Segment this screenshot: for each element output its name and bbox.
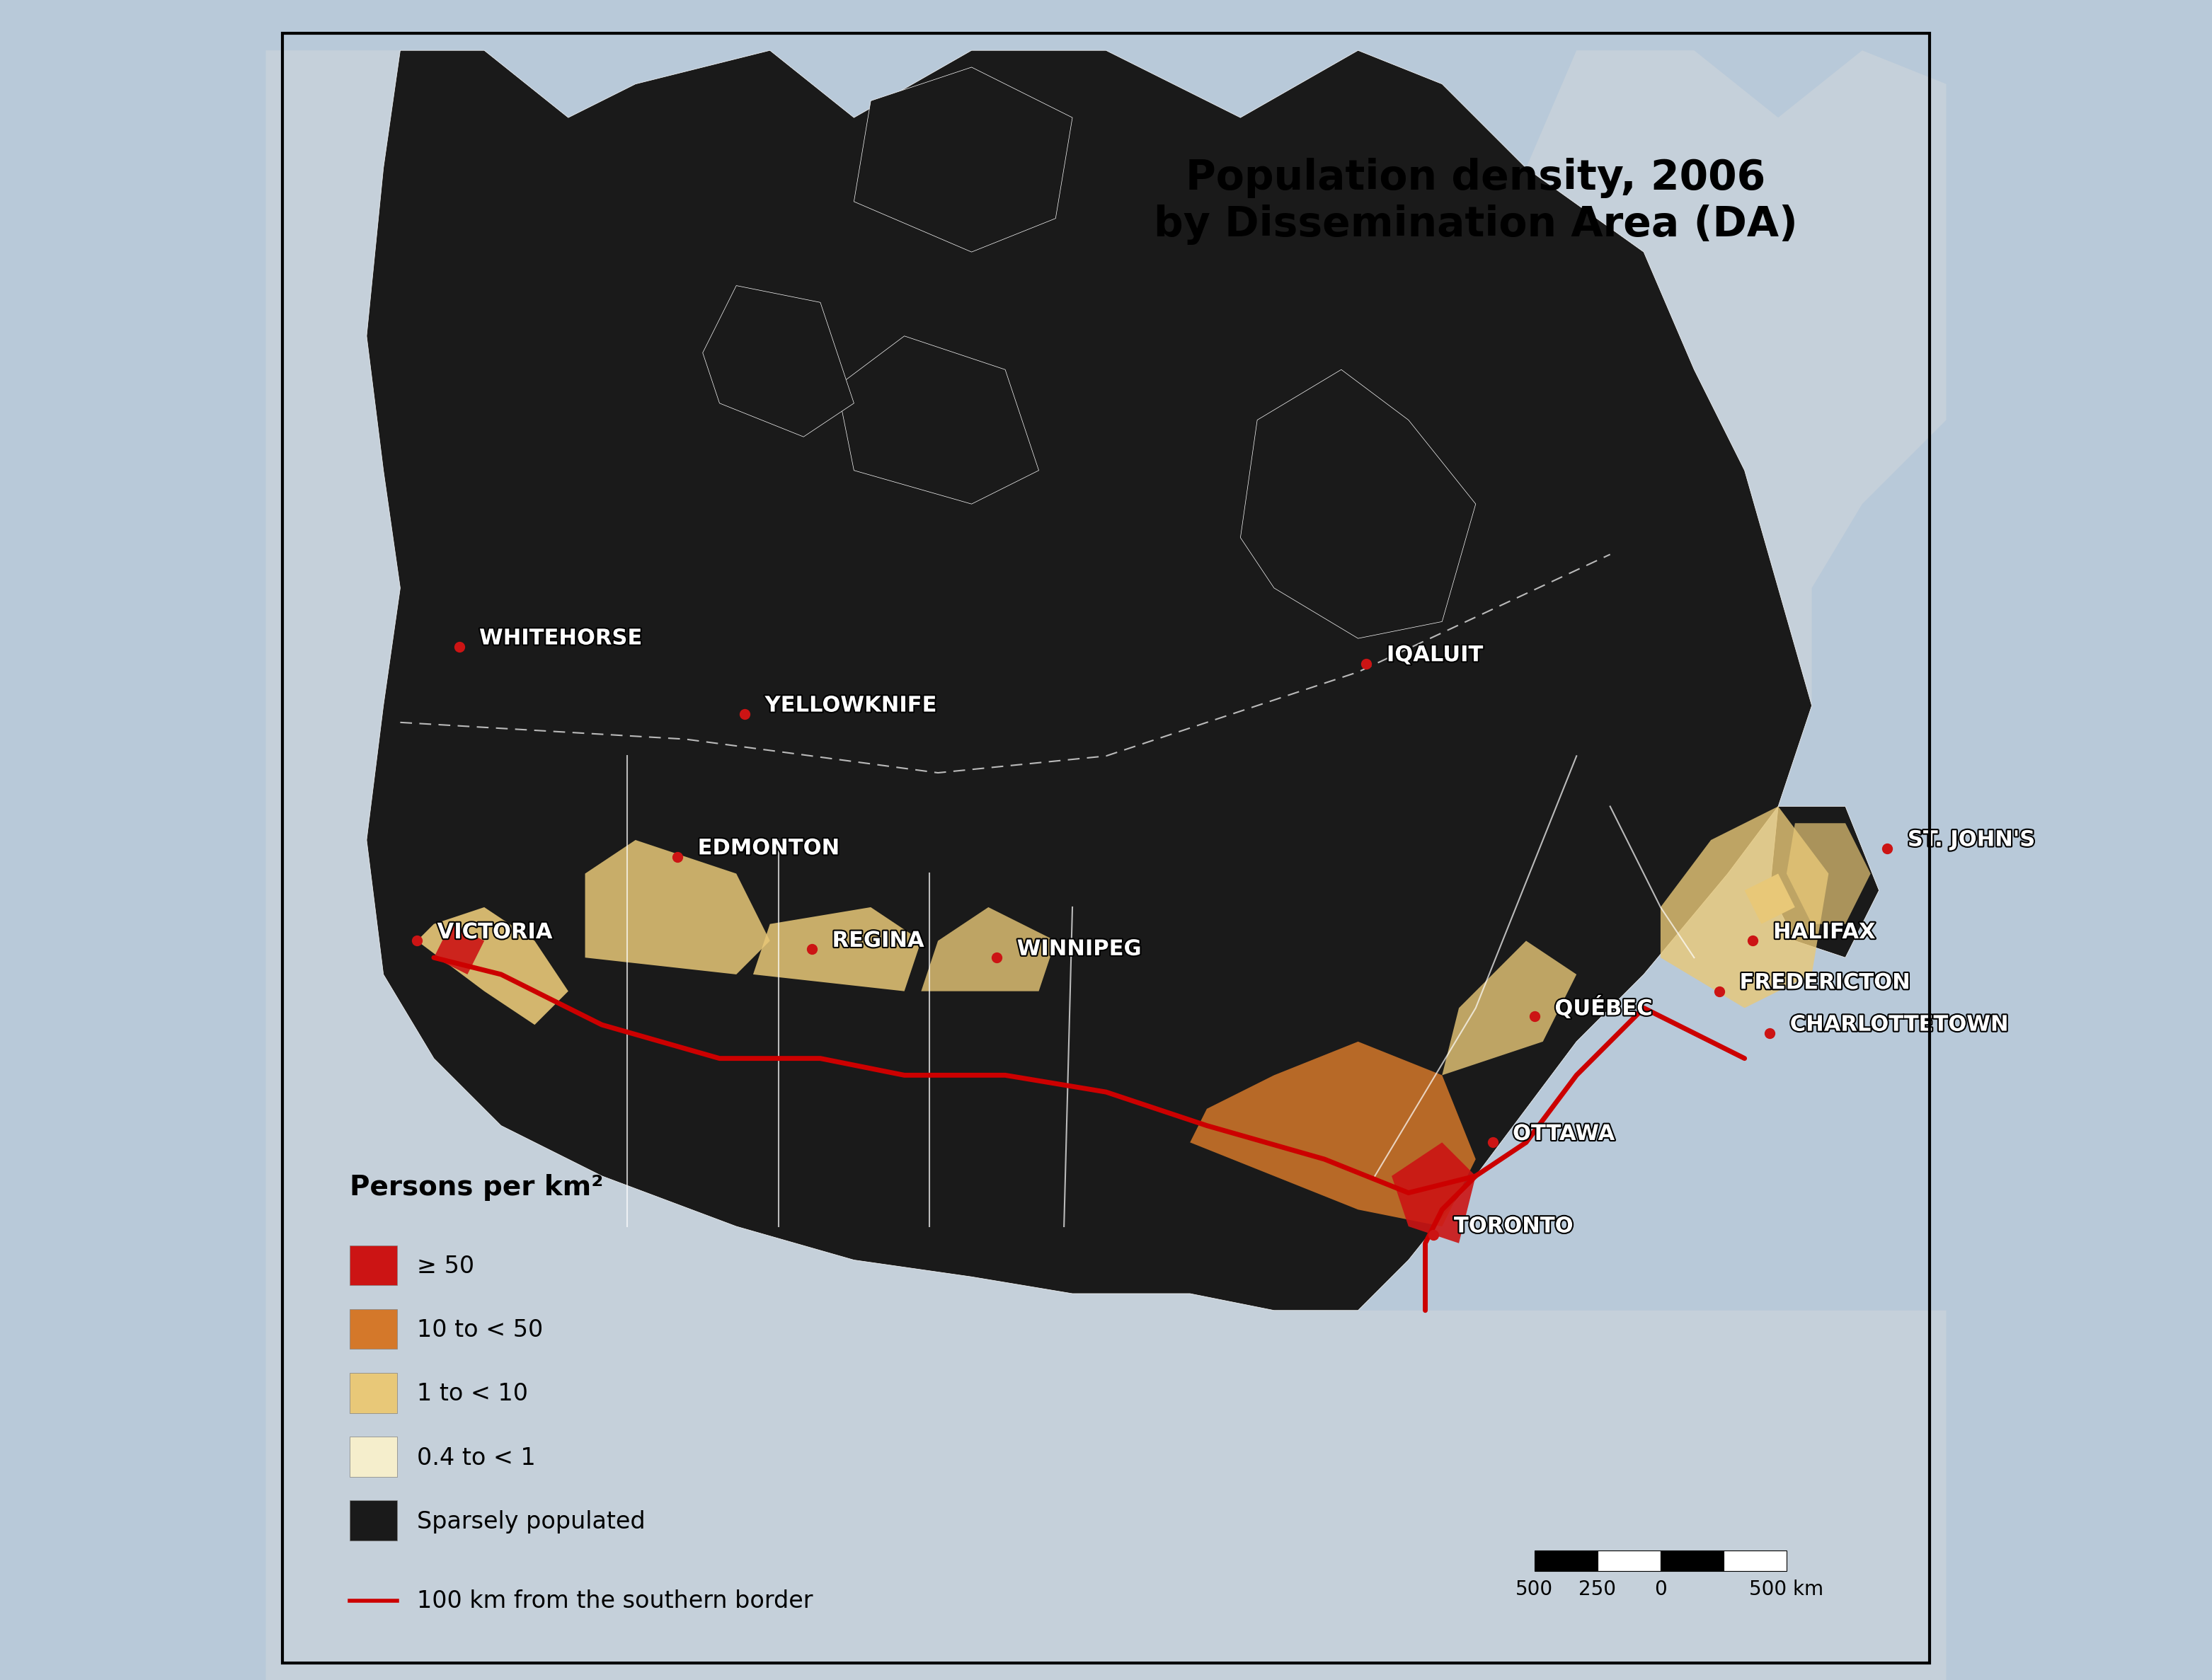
Polygon shape — [1190, 1042, 1475, 1226]
Bar — [1661, 1551, 1723, 1571]
Text: IQALUIT: IQALUIT — [1387, 645, 1482, 665]
Polygon shape — [1745, 874, 1794, 924]
Polygon shape — [854, 67, 1073, 252]
FancyBboxPatch shape — [349, 1245, 396, 1285]
Text: TORONTO: TORONTO — [1453, 1216, 1573, 1236]
FancyBboxPatch shape — [349, 1500, 396, 1541]
Polygon shape — [1391, 1142, 1475, 1243]
Text: OTTAWA: OTTAWA — [1513, 1124, 1615, 1144]
Text: 1 to < 10: 1 to < 10 — [418, 1383, 529, 1406]
Polygon shape — [265, 974, 1947, 1680]
FancyBboxPatch shape — [349, 1373, 396, 1413]
Text: 250: 250 — [1579, 1579, 1617, 1599]
Text: HALIFAX: HALIFAX — [1774, 922, 1876, 942]
Text: ≥ 50: ≥ 50 — [418, 1255, 473, 1278]
Polygon shape — [1442, 941, 1577, 1075]
Text: 500 km: 500 km — [1750, 1579, 1823, 1599]
Text: WHITEHORSE: WHITEHORSE — [480, 628, 641, 648]
Text: QUÉBEC: QUÉBEC — [1555, 996, 1652, 1020]
Text: 500: 500 — [1515, 1579, 1553, 1599]
Text: Persons per km²: Persons per km² — [349, 1174, 604, 1201]
Text: Sparsely populated: Sparsely populated — [418, 1510, 646, 1534]
Text: YELLOWKNIFE: YELLOWKNIFE — [765, 696, 936, 716]
Text: ST. JOHN'S: ST. JOHN'S — [1907, 830, 2035, 850]
Polygon shape — [584, 840, 770, 974]
Polygon shape — [703, 286, 854, 437]
Polygon shape — [920, 907, 1055, 991]
Text: 10 to < 50: 10 to < 50 — [418, 1319, 544, 1342]
Text: REGINA: REGINA — [832, 931, 925, 951]
Text: FREDERICTON: FREDERICTON — [1739, 973, 1909, 993]
Bar — [1535, 1551, 1597, 1571]
Polygon shape — [265, 50, 400, 1042]
Polygon shape — [752, 907, 920, 991]
Polygon shape — [836, 336, 1040, 504]
Polygon shape — [1787, 823, 1871, 924]
Text: 0: 0 — [1655, 1579, 1668, 1599]
Polygon shape — [1770, 806, 1878, 958]
Polygon shape — [367, 50, 1812, 1310]
Text: 0.4 to < 1: 0.4 to < 1 — [418, 1446, 535, 1470]
Text: Population density, 2006
by Dissemination Area (DA): Population density, 2006 by Disseminatio… — [1155, 158, 1798, 245]
Polygon shape — [1241, 370, 1475, 638]
Text: CHARLOTTETOWN: CHARLOTTETOWN — [1790, 1015, 2008, 1035]
Polygon shape — [1661, 806, 1829, 1008]
Bar — [1597, 1551, 1661, 1571]
Text: 100 km from the southern border: 100 km from the southern border — [418, 1589, 814, 1613]
Polygon shape — [418, 907, 568, 1025]
Text: WINNIPEG: WINNIPEG — [1018, 939, 1141, 959]
Text: EDMONTON: EDMONTON — [697, 838, 838, 858]
Text: VICTORIA: VICTORIA — [438, 922, 553, 942]
Polygon shape — [1526, 50, 1947, 706]
Polygon shape — [434, 924, 484, 974]
Bar — [1723, 1551, 1787, 1571]
FancyBboxPatch shape — [349, 1436, 396, 1477]
FancyBboxPatch shape — [349, 1309, 396, 1349]
